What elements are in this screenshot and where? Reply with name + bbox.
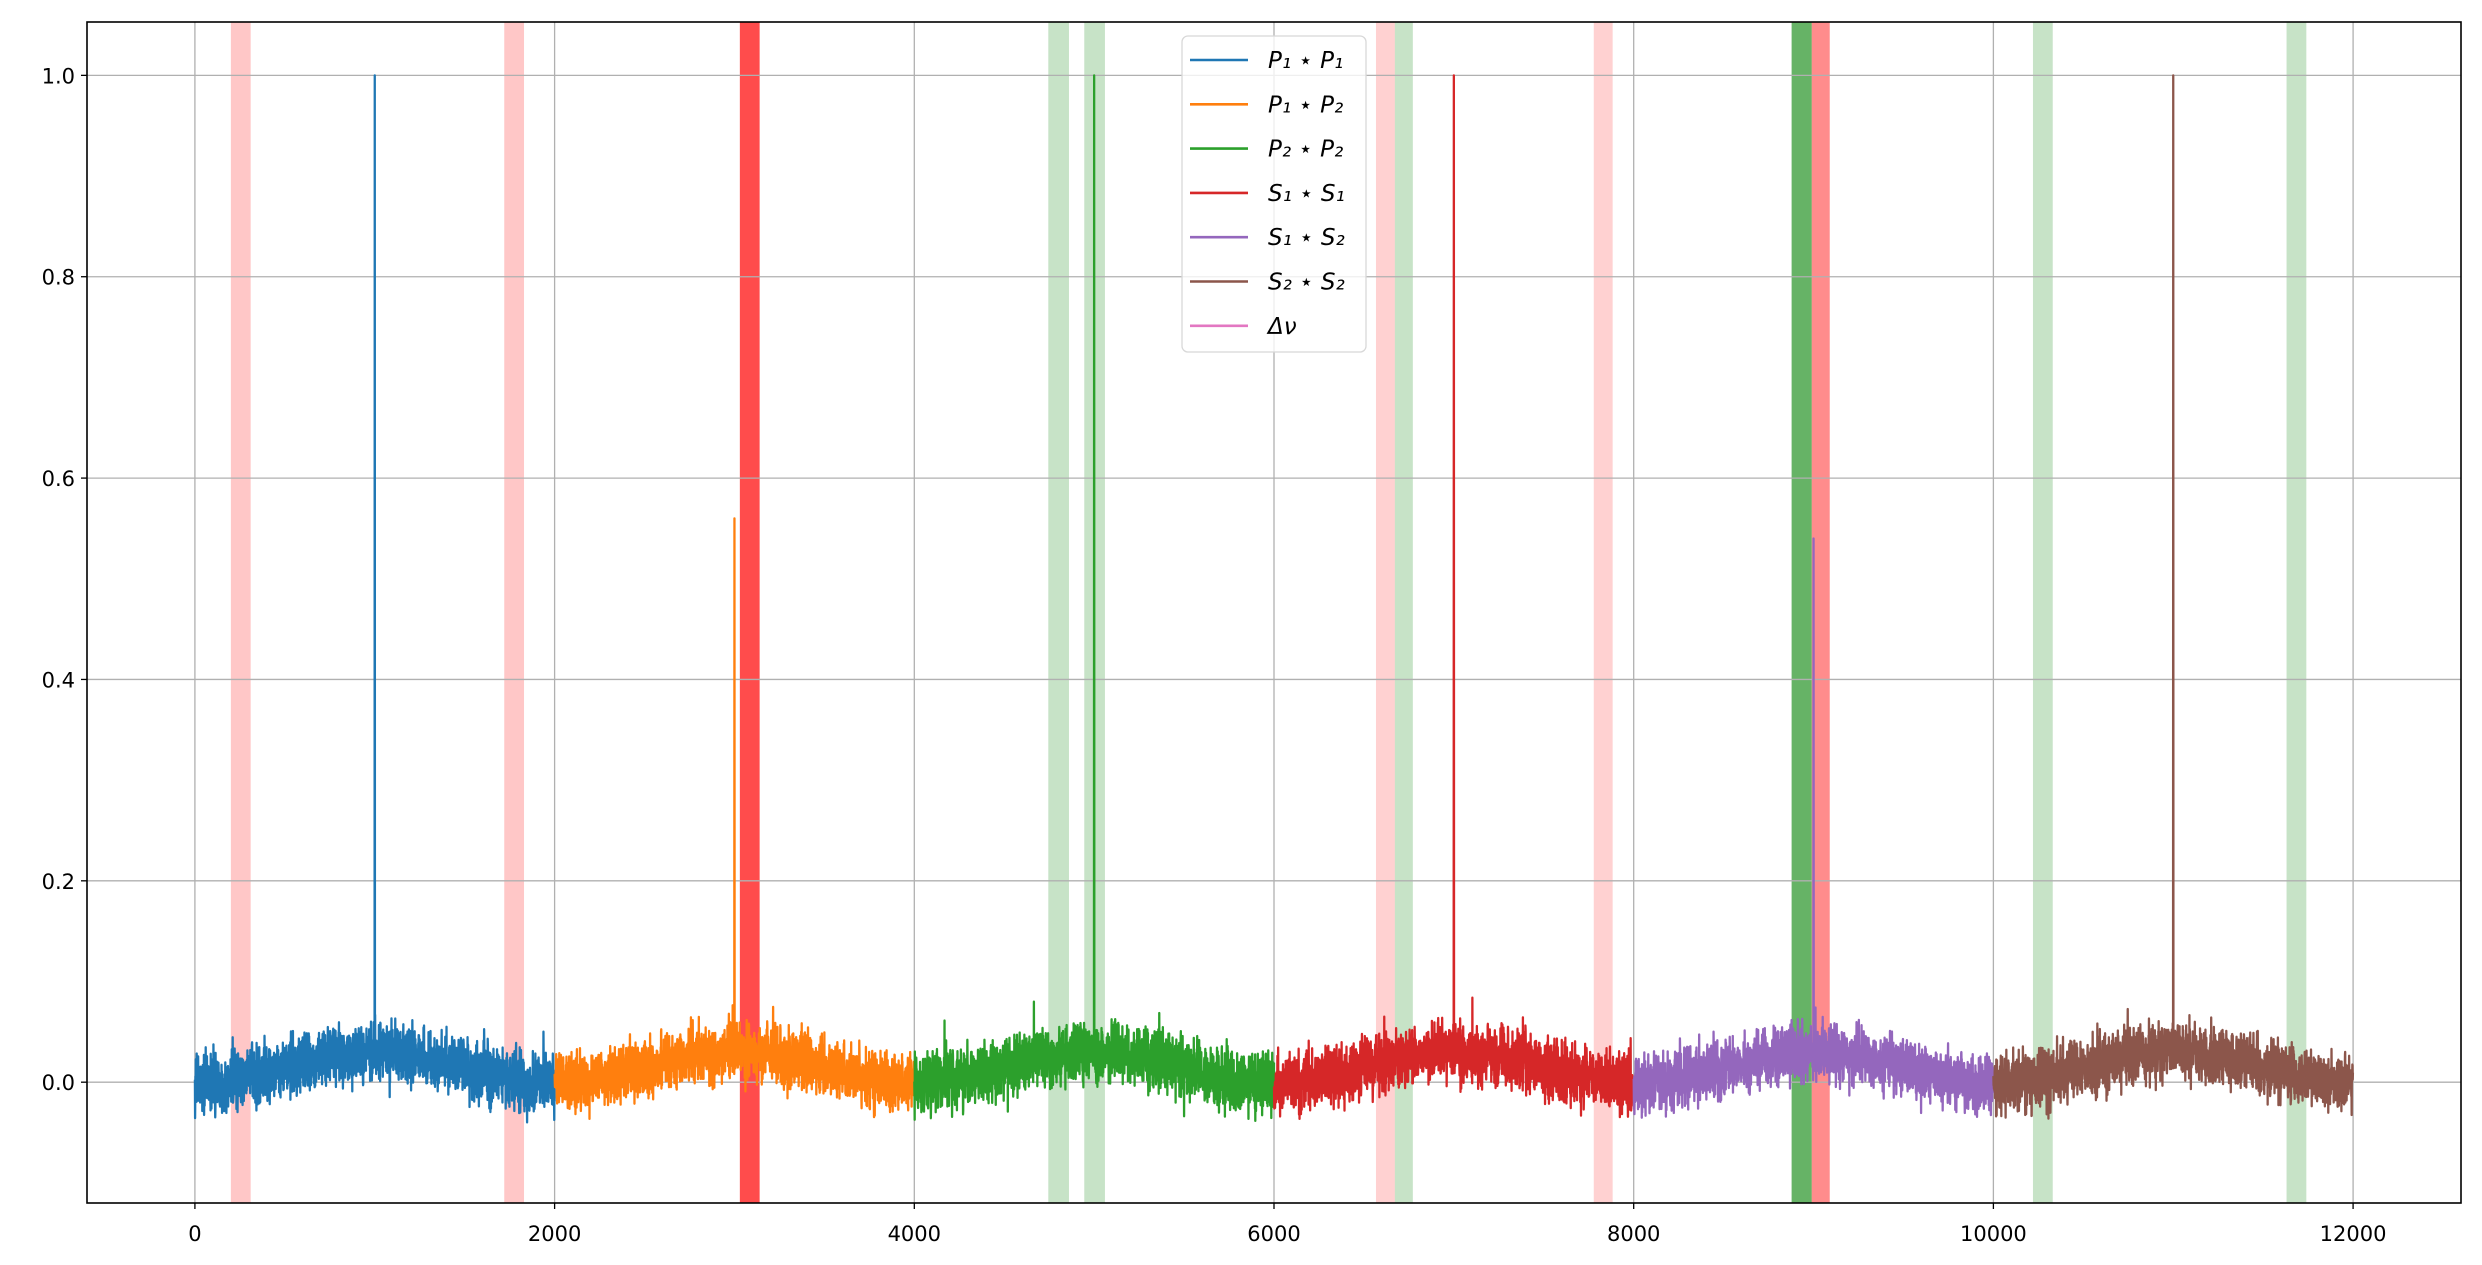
x-tick-label: 6000 <box>1247 1222 1300 1246</box>
shaded-band <box>1048 22 1069 1203</box>
series-line <box>913 74 1276 1122</box>
shaded-band <box>2032 22 2053 1203</box>
axis-ticks: 0 2000 4000 6000 8000 10000 12000 0.0 0.2 0.4 0.6 0… <box>42 64 2387 1246</box>
series-line <box>1272 74 1635 1121</box>
shaded-band <box>504 22 525 1203</box>
shaded-band <box>739 22 760 1203</box>
series-line <box>1632 537 1995 1119</box>
shaded-bands <box>230 22 2307 1203</box>
x-tick-label: 2000 <box>528 1222 581 1246</box>
legend: P₁ ⋆ P₁ P₁ ⋆ P₂ P₂ ⋆ P₂ S₁ ⋆ S₁ S₁ ⋆ S₂ S₂ ⋆ … <box>1181 35 1367 353</box>
shaded-band <box>1791 22 1812 1203</box>
y-tick-label: 0.0 <box>42 1071 75 1095</box>
legend-label: S₁ ⋆ S₁ <box>1268 181 1345 207</box>
x-tick-label: 8000 <box>1607 1222 1660 1246</box>
x-tick-label: 10000 <box>1960 1222 2027 1246</box>
y-tick-label: 1.0 <box>42 64 75 88</box>
x-tick-label: 4000 <box>888 1222 941 1246</box>
y-tick-label: 0.6 <box>42 467 75 491</box>
legend-label: Δν <box>1266 314 1297 340</box>
series-lines <box>193 74 2355 1124</box>
shaded-band <box>1375 22 1395 1203</box>
series-line <box>193 74 556 1124</box>
y-tick-label: 0.4 <box>42 668 75 692</box>
shaded-band <box>1394 22 1413 1203</box>
legend-label: S₂ ⋆ S₂ <box>1268 270 1345 296</box>
x-tick-label: 12000 <box>2320 1222 2387 1246</box>
legend-label: S₁ ⋆ S₂ <box>1268 225 1345 251</box>
y-tick-label: 0.2 <box>42 870 75 894</box>
legend-label: P₁ ⋆ P₂ <box>1268 92 1343 118</box>
legend-box <box>1181 35 1367 353</box>
y-tick-label: 0.8 <box>42 266 75 290</box>
series-line <box>553 517 916 1120</box>
legend-label: P₂ ⋆ P₂ <box>1268 137 1343 163</box>
legend-label: P₁ ⋆ P₁ <box>1268 48 1343 74</box>
shaded-band <box>2286 22 2307 1203</box>
shaded-band <box>1593 22 1613 1203</box>
x-tick-label: 0 <box>188 1222 201 1246</box>
shaded-band <box>230 22 251 1203</box>
shaded-band <box>1811 22 1830 1203</box>
series-line <box>1992 74 2355 1120</box>
